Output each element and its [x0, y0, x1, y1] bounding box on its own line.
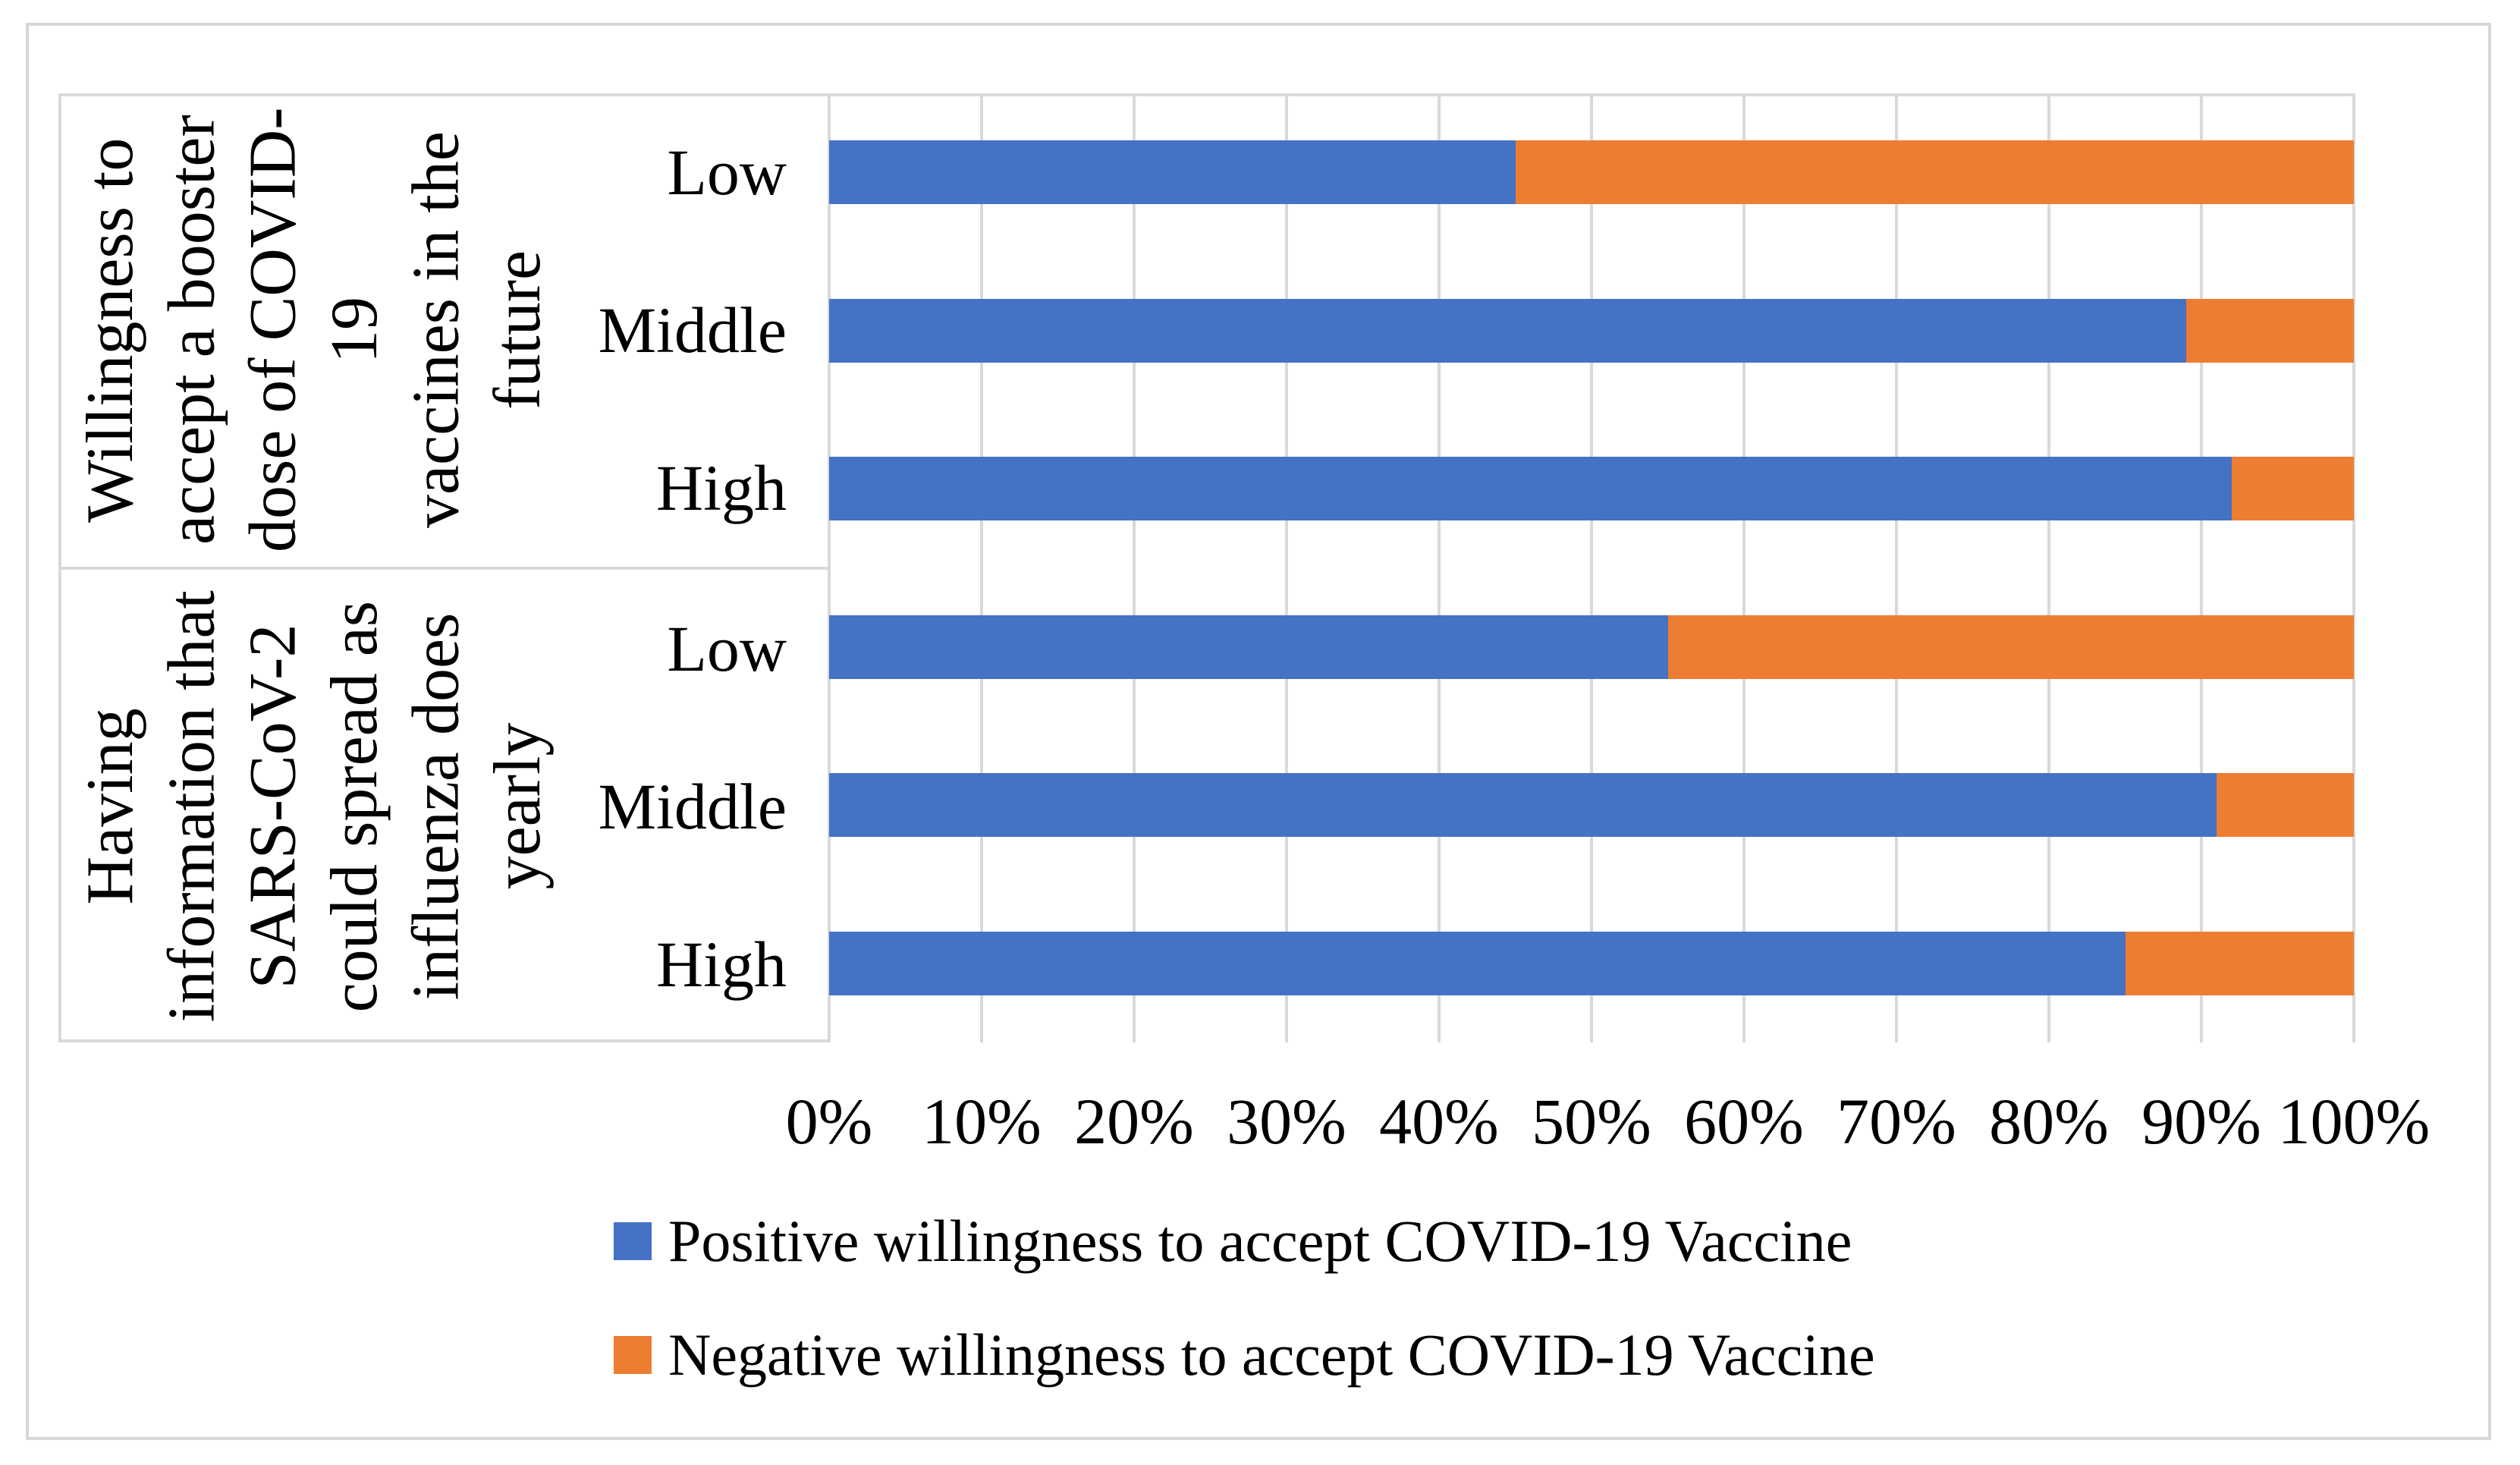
category-labels: Low Middle High: [567, 93, 829, 567]
x-tick-label: 90%: [2141, 1085, 2261, 1158]
x-tick-label: 70%: [1837, 1085, 1956, 1158]
gridline: [1590, 93, 1593, 1042]
bar-segment-positive: [829, 615, 1668, 679]
bar-row: [829, 93, 2354, 252]
bar-segment-positive: [829, 298, 2186, 363]
x-tick-label: 40%: [1379, 1085, 1499, 1158]
legend-item: Negative willingness to accept COVID-19 …: [614, 1316, 1875, 1394]
gridline: [2200, 93, 2203, 1042]
figure-frame: [26, 23, 2491, 1440]
bar-row: [829, 568, 2354, 727]
stacked-bar: [829, 615, 2354, 679]
x-tick-label: 80%: [1989, 1085, 2109, 1158]
gridline: [1133, 93, 1136, 1042]
chart-area-top-border: [58, 93, 2354, 96]
group-label-area: Willingness to accept a booster dose of …: [61, 93, 567, 567]
bar-segment-negative: [2185, 298, 2354, 363]
legend-label: Positive willingness to accept COVID-19 …: [668, 1208, 1852, 1274]
bar-segment-negative: [2125, 931, 2354, 995]
bar-segment-negative: [1515, 140, 2354, 204]
group-label: Having information that SARS-CoV-2 could…: [74, 590, 555, 1023]
bar-segment-negative: [2217, 773, 2354, 837]
bar-row: [829, 252, 2354, 410]
x-axis: 0% 10% 20% 30% 40% 50% 60% 70% 80% 90% 100%: [786, 1083, 2430, 1174]
category-label: Middle: [598, 770, 787, 843]
category-labels: Low Middle High: [567, 570, 829, 1043]
legend-label: Negative willingness to accept COVID-19 …: [668, 1322, 1875, 1388]
x-tick-label: 10%: [922, 1085, 1042, 1158]
x-tick-label: 20%: [1074, 1085, 1194, 1158]
bar-segment-negative: [1667, 615, 2354, 679]
category-label: Low: [667, 612, 787, 685]
bar-segment-negative: [2232, 457, 2354, 520]
stacked-bar: [829, 140, 2354, 204]
group-cell: Willingness to accept a booster dose of …: [61, 93, 829, 567]
x-tick-label: 60%: [1684, 1085, 1804, 1158]
category-label: High: [656, 451, 787, 524]
gridline: [2352, 93, 2355, 1042]
category-axis: Willingness to accept a booster dose of …: [58, 93, 829, 1042]
bar-segment-positive: [829, 457, 2232, 520]
x-tick-label: 100%: [2277, 1085, 2430, 1158]
gridline: [1285, 93, 1288, 1042]
bar-segment-positive: [829, 931, 2126, 995]
legend-swatch-negative: [614, 1336, 652, 1374]
gridline: [1438, 93, 1441, 1042]
group-divider-line: [61, 567, 829, 570]
x-tick-label: 50%: [1532, 1085, 1651, 1158]
group-cell: Having information that SARS-CoV-2 could…: [61, 570, 829, 1043]
x-tick-label: 0%: [785, 1085, 873, 1158]
gridline: [1742, 93, 1745, 1042]
bar-segment-positive: [829, 140, 1516, 204]
category-label: Middle: [598, 294, 787, 366]
plot-area: [828, 93, 2355, 1043]
stacked-bar: [829, 931, 2354, 995]
gridline: [828, 93, 831, 1042]
category-label: High: [656, 928, 787, 1001]
stacked-bar: [829, 457, 2354, 520]
bar-row: [829, 410, 2354, 568]
group-label-area: Having information that SARS-CoV-2 could…: [61, 570, 567, 1043]
stacked-bar: [829, 298, 2354, 363]
category-label: Low: [667, 136, 787, 209]
legend-swatch-positive: [614, 1222, 652, 1260]
bar-segment-positive: [829, 773, 2217, 837]
bar-row: [829, 885, 2354, 1043]
gridline: [2047, 93, 2050, 1042]
stacked-bar: [829, 773, 2354, 837]
x-tick-label: 30%: [1227, 1085, 1346, 1158]
gridline: [1895, 93, 1898, 1042]
group-label: Willingness to accept a booster dose of …: [74, 107, 555, 553]
legend: Positive willingness to accept COVID-19 …: [614, 1202, 1875, 1394]
gridline: [980, 93, 983, 1042]
legend-item: Positive willingness to accept COVID-19 …: [614, 1202, 1875, 1280]
bar-row: [829, 726, 2354, 885]
